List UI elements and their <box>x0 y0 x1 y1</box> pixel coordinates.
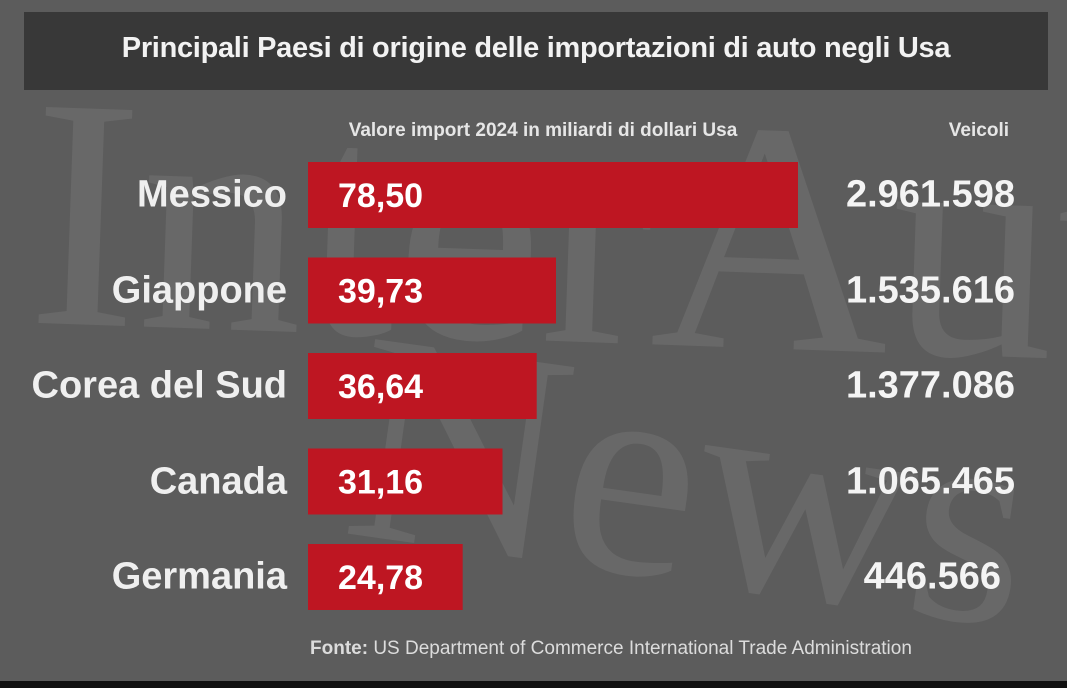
vehicles-value-1: 1.535.616 <box>845 269 1015 311</box>
bar-0 <box>308 162 798 228</box>
bottom-border <box>0 681 1067 688</box>
category-label-4: Germania <box>111 555 287 598</box>
source-label: Fonte: <box>310 638 369 659</box>
bar-value-label-0: 78,50 <box>338 177 423 215</box>
chart-title: Principali Paesi di origine delle import… <box>121 32 951 64</box>
bar-1 <box>308 257 556 324</box>
bar-value-label-1: 39,73 <box>338 273 423 311</box>
source-text: US Department of Commerce International … <box>373 638 912 659</box>
bar-value-label-2: 36,64 <box>338 368 423 406</box>
vehicles-value-3: 1.065.465 <box>845 460 1015 502</box>
bar-4 <box>308 544 463 610</box>
bar-2 <box>308 353 537 419</box>
vehicles-column-header: Veicoli <box>948 120 1009 141</box>
category-label-0: Messico <box>137 173 287 216</box>
vehicles-value-0: 2.961.598 <box>845 173 1015 216</box>
source-note: Fonte: US Department of Commerce Interna… <box>310 638 912 660</box>
vehicles-value-4: 446.566 <box>863 555 1001 598</box>
bar-3 <box>308 448 503 515</box>
category-label-3: Canada <box>149 460 287 502</box>
vehicles-value-2: 1.377.086 <box>845 364 1015 407</box>
category-label-1: Giappone <box>111 269 287 311</box>
value-column-header: Valore import 2024 in miliardi di dollar… <box>348 120 738 141</box>
bar-value-label-3: 31,16 <box>338 464 423 502</box>
title-bar: Principali Paesi di origine delle import… <box>24 12 1048 90</box>
category-label-2: Corea del Sud <box>31 364 288 407</box>
bar-value-label-4: 24,78 <box>338 559 423 597</box>
